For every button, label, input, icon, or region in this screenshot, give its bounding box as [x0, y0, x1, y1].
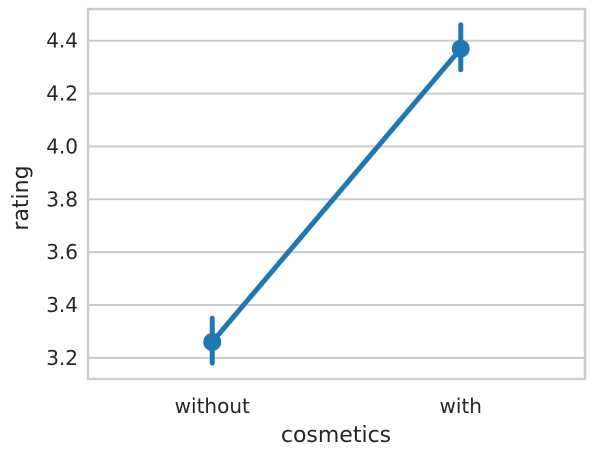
- grid-lines: [88, 39, 585, 359]
- series-line: [209, 46, 464, 345]
- y-tick-label: 3.4: [46, 293, 78, 317]
- y-axis-label: rating: [9, 165, 34, 230]
- x-axis-label: cosmetics: [281, 423, 391, 448]
- y-tick-label: 4.2: [46, 82, 78, 106]
- data-point: [451, 39, 470, 58]
- y-tick-label: 3.2: [46, 346, 78, 370]
- y-tick-label: 3.6: [46, 240, 78, 264]
- x-tick-label: with: [440, 394, 482, 418]
- series-marks: [203, 22, 470, 366]
- x-tick-label: without: [175, 394, 250, 418]
- y-tick-labels: 3.2 3.4 3.6 3.8 4.0 4.2 4.4: [46, 29, 78, 370]
- data-point: [203, 333, 222, 351]
- y-tick-label: 3.8: [46, 187, 78, 211]
- y-tick-label: 4.0: [46, 134, 78, 158]
- x-tick-labels: without with: [175, 394, 482, 418]
- plot-frame: [86, 7, 587, 381]
- y-tick-label: 4.4: [46, 29, 78, 53]
